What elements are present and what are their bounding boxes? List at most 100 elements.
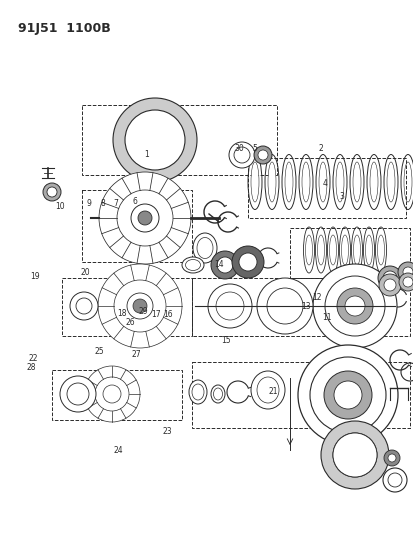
Text: 30: 30 [234, 144, 244, 152]
Ellipse shape [352, 162, 360, 202]
Bar [192, 278, 409, 336]
Bar [247, 158, 405, 218]
Bar [289, 228, 409, 278]
Text: 21: 21 [268, 387, 277, 396]
Circle shape [76, 298, 92, 314]
Circle shape [233, 147, 249, 163]
Text: 22: 22 [28, 354, 38, 362]
Circle shape [211, 251, 238, 279]
Circle shape [117, 190, 173, 246]
Circle shape [67, 383, 89, 405]
Bar [82, 105, 276, 175]
Circle shape [297, 345, 397, 445]
Circle shape [84, 366, 140, 422]
Circle shape [138, 211, 152, 225]
Circle shape [95, 377, 129, 411]
Circle shape [133, 299, 147, 313]
Ellipse shape [329, 235, 336, 265]
Circle shape [98, 264, 182, 348]
Text: 18: 18 [117, 309, 126, 318]
Text: 28: 28 [26, 364, 36, 372]
Circle shape [397, 262, 413, 282]
Ellipse shape [341, 235, 348, 265]
Circle shape [238, 253, 256, 271]
Circle shape [383, 279, 395, 291]
Ellipse shape [315, 227, 326, 273]
Text: 5: 5 [252, 144, 256, 152]
Circle shape [228, 142, 254, 168]
Text: 14: 14 [214, 260, 224, 269]
Ellipse shape [375, 227, 386, 273]
Circle shape [382, 468, 406, 492]
Ellipse shape [284, 162, 292, 202]
Text: 16: 16 [162, 310, 172, 319]
Circle shape [47, 187, 57, 197]
Text: 2: 2 [318, 144, 323, 152]
Circle shape [99, 172, 190, 264]
Text: 20: 20 [80, 269, 90, 277]
Circle shape [344, 296, 364, 316]
Text: 6: 6 [132, 197, 137, 206]
Ellipse shape [250, 162, 259, 202]
Ellipse shape [318, 162, 326, 202]
Text: 25: 25 [94, 348, 104, 356]
Circle shape [256, 278, 312, 334]
Circle shape [377, 266, 401, 290]
Ellipse shape [192, 233, 216, 263]
Ellipse shape [339, 227, 350, 273]
Circle shape [216, 257, 233, 273]
Ellipse shape [197, 238, 212, 259]
Circle shape [254, 146, 271, 164]
Ellipse shape [185, 260, 200, 271]
Text: 27: 27 [131, 350, 141, 359]
Ellipse shape [182, 257, 204, 273]
Ellipse shape [256, 377, 278, 403]
Text: 7: 7 [113, 199, 118, 208]
Circle shape [103, 385, 121, 403]
Bar [62, 278, 192, 336]
Circle shape [309, 357, 385, 433]
Bar [82, 190, 192, 262]
Circle shape [312, 264, 396, 348]
Text: 23: 23 [162, 427, 172, 436]
Circle shape [387, 473, 401, 487]
Ellipse shape [192, 384, 204, 400]
Ellipse shape [335, 162, 343, 202]
Text: 3: 3 [338, 192, 343, 200]
Ellipse shape [365, 235, 372, 265]
Circle shape [207, 284, 252, 328]
Circle shape [336, 288, 372, 324]
Text: 11: 11 [322, 313, 331, 321]
Circle shape [70, 292, 98, 320]
Ellipse shape [301, 162, 309, 202]
Ellipse shape [317, 235, 324, 265]
Ellipse shape [213, 388, 222, 400]
Ellipse shape [189, 380, 206, 404]
Ellipse shape [211, 385, 224, 403]
Text: 10: 10 [55, 203, 65, 211]
Ellipse shape [386, 162, 394, 202]
Text: 26: 26 [125, 318, 135, 327]
Circle shape [402, 267, 412, 277]
Text: 19: 19 [30, 272, 40, 280]
Circle shape [324, 276, 384, 336]
Circle shape [332, 433, 376, 477]
Circle shape [216, 292, 243, 320]
Bar [52, 370, 182, 420]
Text: 15: 15 [220, 336, 230, 344]
Text: 12: 12 [311, 293, 320, 302]
Ellipse shape [369, 162, 377, 202]
Text: 91J51  1100B: 91J51 1100B [18, 22, 111, 35]
Circle shape [131, 204, 159, 232]
Circle shape [114, 280, 166, 332]
Circle shape [383, 450, 399, 466]
Circle shape [127, 293, 153, 319]
Circle shape [60, 376, 96, 412]
Ellipse shape [363, 227, 374, 273]
Circle shape [387, 454, 395, 462]
Text: 1: 1 [144, 150, 149, 159]
Wedge shape [113, 98, 197, 182]
Ellipse shape [377, 235, 384, 265]
Circle shape [266, 288, 302, 324]
Ellipse shape [351, 227, 362, 273]
